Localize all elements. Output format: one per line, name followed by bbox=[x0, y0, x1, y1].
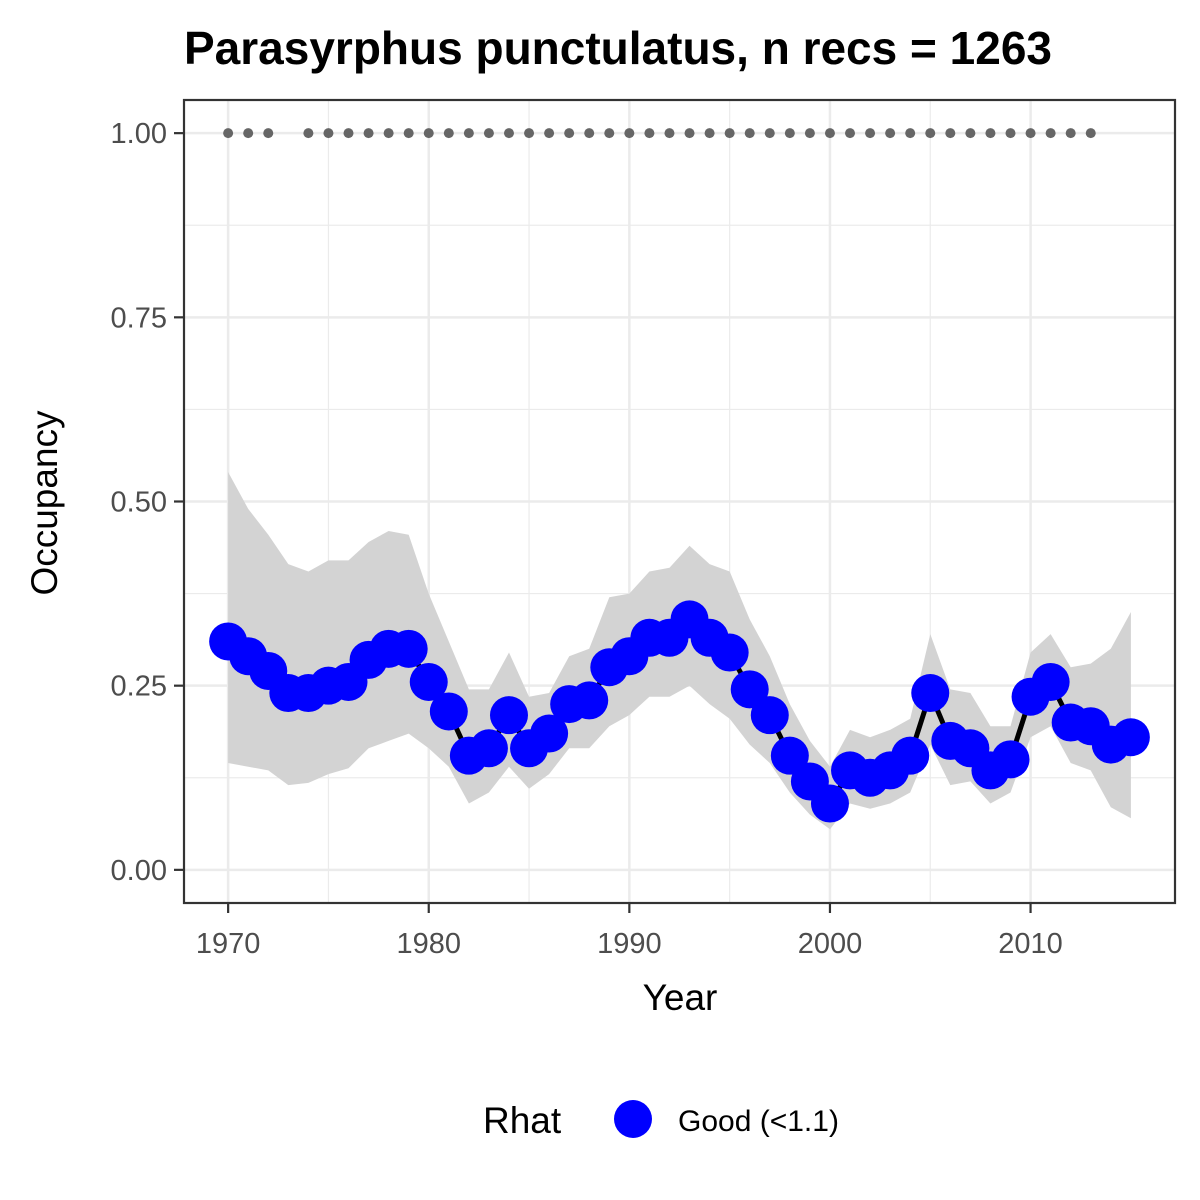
record-dot bbox=[1025, 128, 1036, 139]
legend-title: Rhat bbox=[483, 1100, 562, 1141]
occupancy-point bbox=[1111, 718, 1150, 757]
occupancy-point bbox=[810, 784, 849, 823]
record-dot bbox=[824, 128, 835, 139]
record-dot bbox=[604, 128, 615, 139]
record-dot bbox=[865, 128, 876, 139]
record-dot bbox=[945, 128, 956, 139]
record-dot bbox=[544, 128, 555, 139]
y-axis-title: Occupancy bbox=[24, 410, 65, 596]
record-dot bbox=[503, 128, 514, 139]
y-tick-label: 0.00 bbox=[111, 855, 167, 887]
record-dot bbox=[764, 128, 775, 139]
y-axis: 0.00 0.25 0.50 0.75 1.00 bbox=[111, 118, 184, 887]
occupancy-point bbox=[489, 696, 528, 735]
y-tick-label: 1.00 bbox=[111, 118, 167, 150]
record-dot bbox=[423, 128, 434, 139]
occupancy-point bbox=[409, 662, 448, 701]
record-dot bbox=[1085, 128, 1096, 139]
record-dot bbox=[1065, 128, 1076, 139]
occupancy-point bbox=[891, 736, 930, 775]
record-dot bbox=[243, 128, 254, 139]
record-dot bbox=[644, 128, 655, 139]
record-dot bbox=[704, 128, 715, 139]
record-dot bbox=[303, 128, 314, 139]
x-axis-title: Year bbox=[643, 977, 718, 1018]
record-dot bbox=[684, 128, 695, 139]
y-tick-label: 0.25 bbox=[111, 671, 167, 703]
occupancy-point bbox=[770, 736, 809, 775]
record-dot bbox=[784, 128, 795, 139]
x-tick-label: 1990 bbox=[597, 928, 662, 960]
legend-label-good: Good (<1.1) bbox=[678, 1105, 839, 1138]
record-dot bbox=[223, 128, 234, 139]
record-year-markers bbox=[223, 128, 1096, 139]
y-tick-label: 0.50 bbox=[111, 487, 167, 519]
record-dot bbox=[584, 128, 595, 139]
legend: Rhat Good (<1.1) bbox=[483, 1100, 839, 1141]
record-dot bbox=[905, 128, 916, 139]
record-dot bbox=[724, 128, 735, 139]
occupancy-point bbox=[911, 674, 950, 713]
record-dot bbox=[363, 128, 374, 139]
record-dot bbox=[845, 128, 856, 139]
x-tick-label: 2000 bbox=[798, 928, 863, 960]
record-dot bbox=[664, 128, 675, 139]
record-dot bbox=[263, 128, 274, 139]
y-tick-label: 0.75 bbox=[111, 302, 167, 334]
legend-key-good bbox=[614, 1100, 652, 1138]
record-dot bbox=[624, 128, 635, 139]
record-dot bbox=[483, 128, 494, 139]
record-dot bbox=[744, 128, 755, 139]
record-dot bbox=[524, 128, 535, 139]
occupancy-point bbox=[429, 692, 468, 731]
occupancy-point bbox=[389, 629, 428, 668]
record-dot bbox=[965, 128, 976, 139]
x-tick-label: 1980 bbox=[396, 928, 461, 960]
record-dot bbox=[383, 128, 394, 139]
x-tick-label: 1970 bbox=[196, 928, 261, 960]
record-dot bbox=[403, 128, 414, 139]
record-dot bbox=[1005, 128, 1016, 139]
record-dot bbox=[885, 128, 896, 139]
record-dot bbox=[343, 128, 354, 139]
occupancy-point bbox=[469, 729, 508, 768]
record-dot bbox=[564, 128, 575, 139]
occupancy-point bbox=[710, 633, 749, 672]
occupancy-points bbox=[209, 600, 1150, 823]
occupancy-point bbox=[530, 714, 569, 753]
chart-title: Parasyrphus punctulatus, n recs = 1263 bbox=[184, 22, 1052, 74]
plot-panel bbox=[182, 98, 1177, 905]
record-dot bbox=[925, 128, 936, 139]
occupancy-point bbox=[750, 696, 789, 735]
record-dot bbox=[985, 128, 996, 139]
x-axis: 1970 1980 1990 2000 2010 bbox=[196, 903, 1063, 960]
record-dot bbox=[804, 128, 815, 139]
occupancy-point bbox=[1031, 662, 1070, 701]
record-dot bbox=[443, 128, 454, 139]
occupancy-point bbox=[730, 670, 769, 709]
occupancy-point bbox=[570, 681, 609, 720]
record-dot bbox=[1045, 128, 1056, 139]
x-tick-label: 2010 bbox=[998, 928, 1063, 960]
occupancy-point bbox=[991, 740, 1030, 779]
record-dot bbox=[323, 128, 334, 139]
record-dot bbox=[463, 128, 474, 139]
